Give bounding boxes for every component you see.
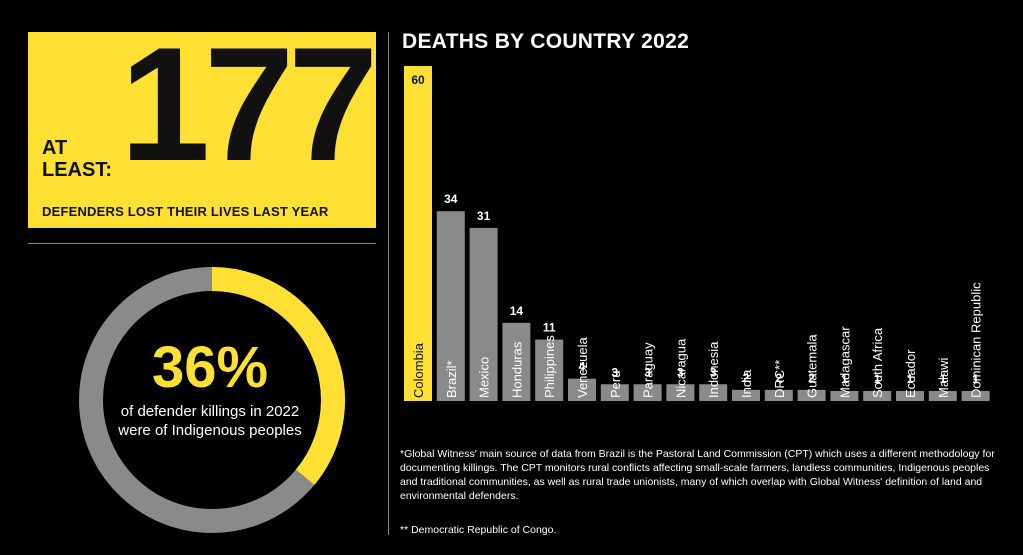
total-deaths-number: 177: [120, 14, 378, 195]
category-label-honduras: Honduras: [509, 341, 524, 398]
bar-drc: [764, 389, 793, 401]
bar-south-africa: [863, 391, 892, 401]
bar-brazil: [436, 211, 465, 401]
vertical-divider: [388, 32, 389, 535]
value-label-mexico: 31: [477, 209, 491, 223]
bar-paraguay: [633, 384, 662, 401]
value-label-venezuela: 4: [579, 360, 586, 374]
bar-malawi: [928, 391, 957, 401]
category-label-south-africa: South Africa: [870, 327, 885, 398]
category-label-nicaragua: Nicaragua: [673, 338, 688, 398]
bar-philippines: [535, 339, 564, 401]
category-label-ecuador: Ecuador: [903, 349, 918, 398]
left-divider: [28, 243, 376, 244]
indigenous-donut-chart: [79, 267, 345, 533]
category-label-mexico: Mexico: [477, 357, 492, 398]
value-label-brazil: 34: [444, 192, 458, 206]
category-label-colombia: Colombia: [411, 342, 426, 398]
value-label-drc: 2: [775, 371, 782, 385]
value-label-honduras: 14: [510, 304, 524, 318]
headline-box: AT LEAST: 177 DEFENDERS LOST THEIR LIVES …: [28, 24, 378, 228]
category-label-brazil: Brazil*: [444, 360, 459, 398]
bar-dominican-republic: [961, 391, 990, 401]
value-label-peru: 3: [611, 365, 618, 379]
value-label-dominican-republic: 1: [972, 372, 979, 386]
category-label-philippines: Philippines: [542, 335, 557, 398]
category-label-paraguay: Paraguay: [641, 342, 656, 398]
bar-peru: [600, 384, 629, 401]
value-label-nicaragua: 3: [677, 365, 684, 379]
bar-honduras: [502, 322, 531, 401]
category-label-dominican-republic: Dominican Republic: [969, 282, 984, 398]
value-label-madagascar: 1: [841, 372, 848, 386]
value-label-guatemala: 2: [808, 371, 815, 385]
value-label-ecuador: 1: [907, 372, 914, 386]
bar-colombia: [404, 66, 432, 401]
category-label-indonesia: Indonesia: [706, 341, 721, 398]
bar-india: [732, 389, 760, 401]
value-label-philippines: 11: [543, 321, 556, 335]
value-label-indonesia: 3: [710, 365, 717, 379]
category-label-india: India: [739, 369, 754, 398]
bar-ecuador: [896, 391, 924, 401]
value-label-colombia: 60: [411, 73, 425, 87]
category-label-peru: Peru: [608, 371, 623, 398]
bar-nicaragua: [666, 384, 695, 401]
value-label-india: 2: [743, 371, 750, 385]
bar-madagascar: [830, 391, 859, 401]
bar-guatemala: [797, 389, 826, 401]
bar-venezuela: [568, 378, 596, 401]
indigenous-percent: 36%: [151, 335, 269, 400]
bar-indonesia: [699, 384, 728, 401]
at-least-label: AT LEAST:: [42, 137, 112, 181]
chart-title: DEATHS BY COUNTRY 2022: [402, 30, 690, 53]
value-label-malawi: 1: [939, 372, 946, 386]
indigenous-description: of defender killings in 2022 were of Ind…: [118, 403, 302, 439]
footnote-drc: ** Democratic Republic of Congo.: [400, 524, 557, 536]
headline-caption: DEFENDERS LOST THEIR LIVES LAST YEAR: [42, 204, 329, 219]
category-label-drc: DRC**: [772, 360, 787, 398]
bar-mexico: [469, 227, 498, 401]
value-label-south-africa: 1: [874, 372, 881, 386]
category-label-malawi: Malawi: [936, 357, 951, 398]
category-label-venezuela: Venezuela: [575, 337, 590, 398]
donut-indigenous-arc: [79, 267, 345, 533]
value-label-paraguay: 3: [644, 365, 651, 379]
category-label-madagascar: Madagascar: [837, 326, 852, 398]
footnote-brazil: *Global Witness' main source of data fro…: [400, 448, 995, 502]
category-label-guatemala: Guatemala: [805, 334, 820, 398]
